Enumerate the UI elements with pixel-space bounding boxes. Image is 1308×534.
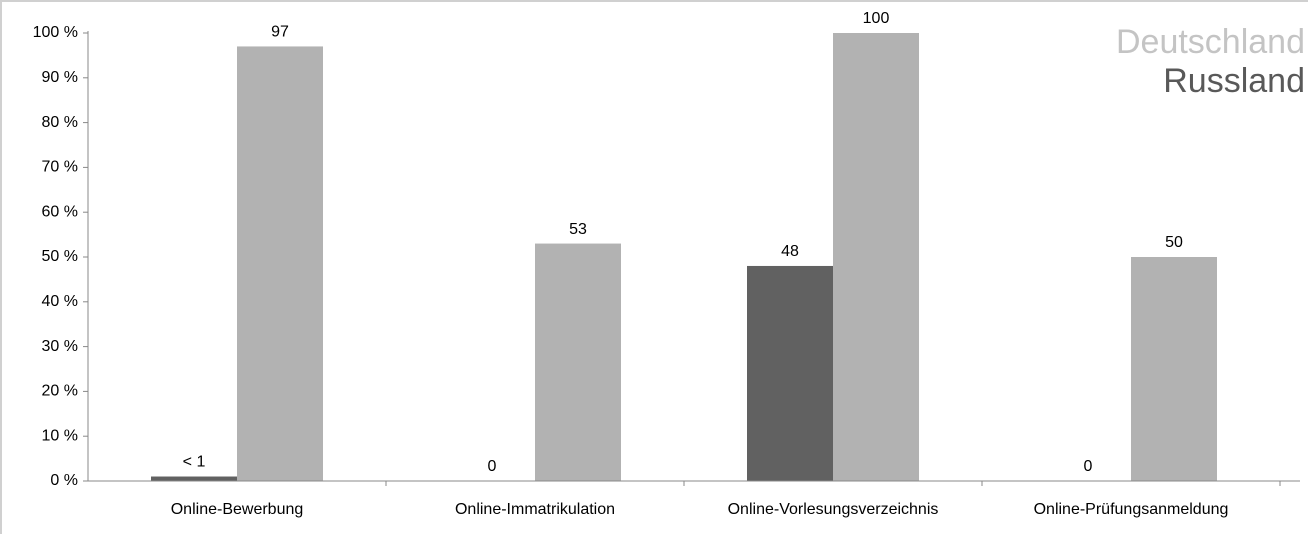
data-label: 0 [488, 458, 497, 475]
bar [237, 46, 323, 481]
y-tick-label: 90 % [42, 69, 78, 86]
data-label: 50 [1165, 234, 1183, 251]
data-label: 100 [863, 10, 890, 27]
data-label: 48 [781, 243, 799, 260]
y-tick-label: 60 % [42, 203, 78, 220]
data-label: < 1 [183, 454, 206, 471]
y-tick-label: 30 % [42, 338, 78, 355]
y-tick-label: 50 % [42, 248, 78, 265]
y-tick-label: 0 % [50, 472, 78, 489]
y-tick-label: 10 % [42, 427, 78, 444]
y-tick-label: 20 % [42, 383, 78, 400]
x-tick-label: Online-Prüfungsanmeldung [1034, 501, 1229, 518]
bar [833, 33, 919, 481]
x-tick-label: Online-Vorlesungsverzeichnis [728, 501, 939, 518]
bar [1131, 257, 1217, 481]
y-tick-label: 40 % [42, 293, 78, 310]
bar [747, 265, 833, 481]
data-label: 0 [1084, 458, 1093, 475]
bar [535, 243, 621, 481]
y-tick-label: 100 % [33, 24, 78, 41]
x-tick-label: Online-Bewerbung [171, 501, 304, 518]
data-label: 53 [569, 221, 587, 238]
y-tick-label: 70 % [42, 159, 78, 176]
y-tick-label: 80 % [42, 114, 78, 131]
bar [151, 476, 237, 481]
data-label: 97 [271, 24, 289, 41]
legend-label: Deutschland [1116, 23, 1305, 61]
legend-label: Russland [1163, 62, 1305, 100]
x-tick-label: Online-Immatrikulation [455, 501, 615, 518]
